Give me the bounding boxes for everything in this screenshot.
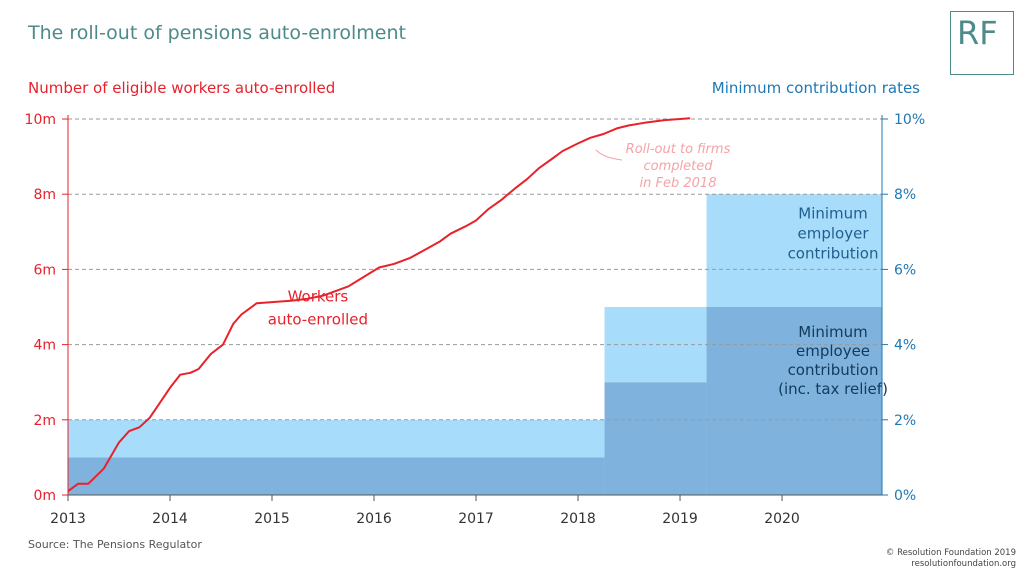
annotation-2-line-2: contribution [788, 245, 879, 263]
left-axis-tick-label: 0m [33, 488, 56, 504]
annotation-3-line-0: Minimum [798, 323, 868, 341]
annotation-1-line-1: completed [644, 159, 714, 174]
left-axis-tick-label: 8m [33, 187, 56, 203]
annotation-2-line-1: employer [798, 225, 870, 243]
right-axis-tick-label: 2% [894, 413, 916, 429]
annotation-2-line-0: Minimum [798, 205, 868, 223]
x-axis-tick-label: 2019 [662, 511, 698, 527]
annotation-1-line-0: Roll-out to firms [626, 142, 731, 157]
source-note: Source: The Pensions Regulator [28, 538, 202, 551]
employee-contribution-band [605, 382, 707, 495]
x-axis-tick-label: 2020 [764, 511, 800, 527]
x-axis-tick-label: 2018 [560, 511, 596, 527]
annotation-3-line-3: (inc. tax relief) [778, 380, 888, 398]
left-axis-tick-label: 6m [33, 262, 56, 278]
left-axis-tick-label: 4m [33, 338, 56, 354]
left-axis-tick-label: 2m [33, 413, 56, 429]
x-axis-tick-label: 2016 [356, 511, 392, 527]
annotation-3-line-2: contribution [788, 361, 879, 379]
employee-contribution-band [68, 457, 605, 495]
copyright-line-1: © Resolution Foundation 2019 [886, 548, 1016, 559]
left-axis-tick-label: 10m [25, 112, 56, 128]
annotation-0-line-1: auto-enrolled [268, 310, 368, 328]
annotation-0-line-0: Workers [288, 287, 349, 305]
right-axis-tick-label: 10% [894, 112, 925, 128]
x-axis-tick-label: 2014 [152, 511, 188, 527]
right-axis-tick-label: 6% [894, 262, 916, 278]
copyright-line-2: resolutionfoundation.org [886, 559, 1016, 570]
right-axis-tick-label: 0% [894, 488, 916, 504]
x-axis-tick-label: 2013 [50, 511, 86, 527]
copyright: © Resolution Foundation 2019 resolutionf… [886, 548, 1016, 570]
rollout-pointer [596, 150, 622, 160]
employer-contribution-band [68, 420, 605, 458]
x-axis-tick-label: 2017 [458, 511, 494, 527]
annotation-3-line-1: employee [796, 342, 870, 360]
right-axis-tick-label: 8% [894, 187, 916, 203]
right-axis-tick-label: 4% [894, 338, 916, 354]
annotation-1-line-2: in Feb 2018 [640, 176, 717, 191]
x-axis-tick-label: 2015 [254, 511, 290, 527]
chart-canvas: 0m 2m 4m 6m 8m 10m 0% 2% 4% 6% 8% 10% 2013 2014 2015 20… [0, 0, 1024, 576]
